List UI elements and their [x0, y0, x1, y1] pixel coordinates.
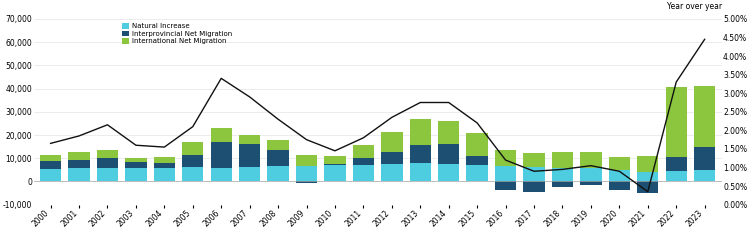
Bar: [182, 167, 203, 182]
Bar: [665, 87, 687, 157]
Bar: [68, 160, 90, 168]
Bar: [268, 166, 289, 182]
Bar: [68, 152, 90, 160]
Bar: [211, 142, 232, 167]
Bar: [154, 167, 175, 182]
Bar: [296, 155, 317, 166]
Bar: [438, 144, 460, 164]
Bar: [438, 121, 460, 144]
Bar: [609, 157, 630, 170]
Bar: [580, 182, 602, 185]
Bar: [40, 161, 62, 169]
Bar: [324, 165, 346, 182]
Bar: [182, 142, 203, 155]
Bar: [552, 182, 573, 187]
Text: Year over year: Year over year: [667, 3, 722, 12]
Bar: [352, 158, 374, 165]
Bar: [68, 168, 90, 182]
Bar: [268, 140, 289, 150]
Bar: [97, 158, 118, 167]
Bar: [552, 152, 573, 167]
Bar: [580, 168, 602, 182]
Bar: [552, 167, 573, 182]
Bar: [40, 155, 62, 161]
Bar: [495, 150, 516, 166]
Bar: [296, 166, 317, 182]
Bar: [637, 172, 658, 182]
Bar: [637, 156, 658, 172]
Bar: [495, 182, 516, 190]
Bar: [665, 157, 687, 171]
Bar: [637, 182, 658, 193]
Bar: [410, 119, 431, 145]
Bar: [324, 156, 346, 164]
Bar: [694, 147, 715, 170]
Bar: [352, 145, 374, 158]
Bar: [239, 134, 260, 144]
Bar: [154, 157, 175, 163]
Bar: [239, 144, 260, 167]
Bar: [211, 128, 232, 142]
Bar: [125, 168, 146, 182]
Bar: [609, 182, 630, 190]
Bar: [268, 150, 289, 166]
Bar: [125, 162, 146, 168]
Bar: [410, 145, 431, 163]
Bar: [40, 169, 62, 182]
Bar: [524, 182, 544, 192]
Legend: Natural Increase, Interprovincial Net Migration, International Net Migration: Natural Increase, Interprovincial Net Mi…: [119, 21, 235, 47]
Bar: [352, 165, 374, 182]
Bar: [97, 167, 118, 182]
Bar: [694, 86, 715, 147]
Bar: [665, 171, 687, 182]
Bar: [239, 167, 260, 182]
Bar: [410, 163, 431, 182]
Bar: [324, 164, 346, 165]
Bar: [182, 155, 203, 167]
Bar: [609, 170, 630, 182]
Bar: [466, 165, 488, 182]
Bar: [381, 152, 403, 164]
Bar: [381, 131, 403, 152]
Bar: [438, 164, 460, 182]
Bar: [580, 152, 602, 168]
Bar: [524, 153, 544, 167]
Bar: [125, 158, 146, 162]
Bar: [524, 167, 544, 182]
Bar: [154, 163, 175, 167]
Bar: [466, 133, 488, 156]
Bar: [466, 156, 488, 165]
Bar: [296, 182, 317, 183]
Bar: [495, 166, 516, 182]
Bar: [381, 164, 403, 182]
Bar: [694, 170, 715, 182]
Bar: [211, 167, 232, 182]
Bar: [97, 150, 118, 158]
